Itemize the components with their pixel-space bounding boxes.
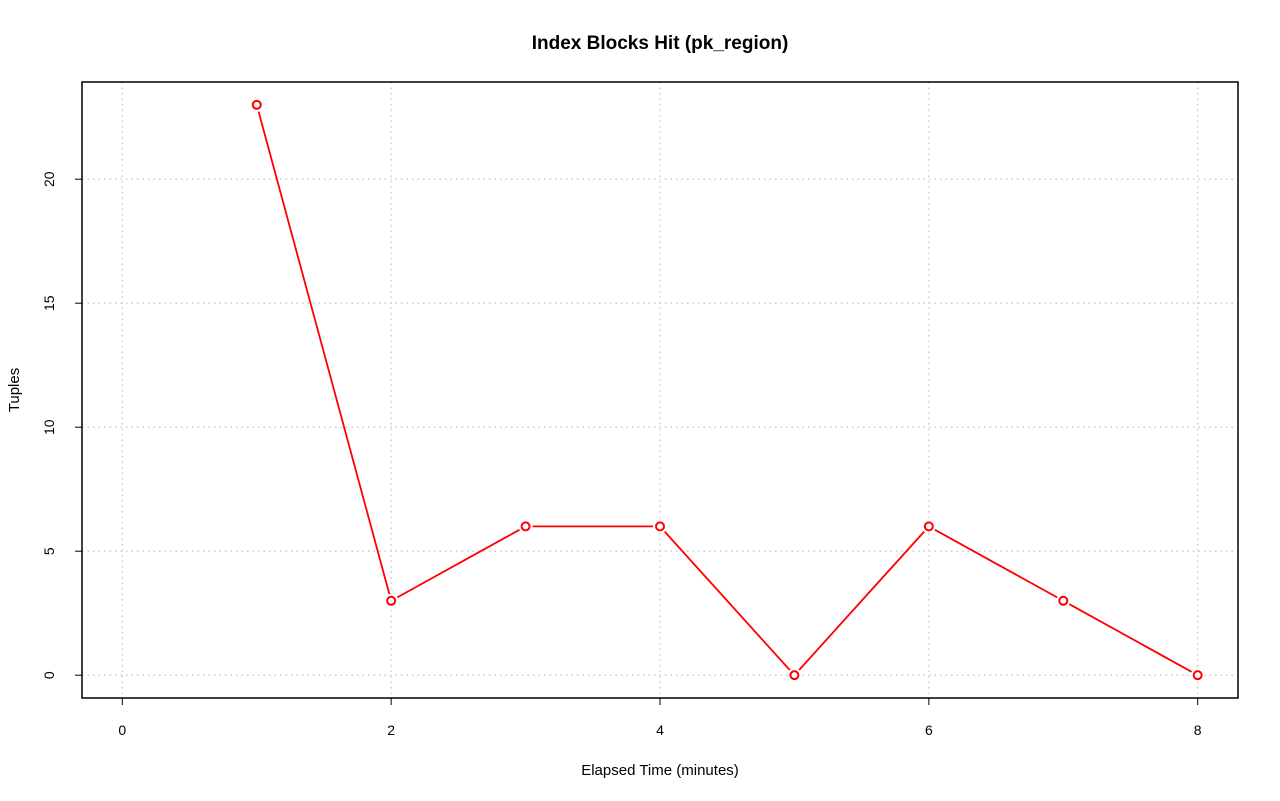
data-point <box>923 521 934 532</box>
data-point <box>655 521 665 532</box>
grid <box>82 82 1238 698</box>
y-tick-label: 10 <box>41 419 57 435</box>
y-tick-label: 15 <box>41 295 57 311</box>
y-tick-label: 5 <box>41 547 57 555</box>
data-point <box>251 99 262 110</box>
data-point <box>1058 595 1069 606</box>
data-point <box>1192 670 1203 681</box>
x-tick-label: 6 <box>925 722 933 738</box>
x-tick-label: 0 <box>118 722 126 738</box>
x-axis: 0 2 4 6 8 <box>118 698 1202 738</box>
x-axis-label: Elapsed Time (minutes) <box>581 762 739 779</box>
y-axis-label: Tuples <box>6 368 23 412</box>
x-tick-label: 8 <box>1194 722 1202 738</box>
series-line-segment <box>798 530 925 671</box>
data-point <box>520 521 531 532</box>
series-line-segment <box>396 528 520 599</box>
data-point <box>789 670 800 681</box>
series-line-segment <box>934 528 1058 599</box>
y-tick-label: 0 <box>41 671 57 679</box>
series-line-segment <box>664 530 791 671</box>
data-point <box>386 595 397 606</box>
x-tick-label: 2 <box>387 722 395 738</box>
x-tick-label: 4 <box>656 722 664 738</box>
y-axis: 0 5 10 15 20 <box>41 171 82 679</box>
series-line-segment <box>257 111 391 595</box>
series-layer <box>251 99 1203 681</box>
series-line-segment <box>1068 603 1192 673</box>
y-tick-label: 20 <box>41 171 57 187</box>
chart-title: Index Blocks Hit (pk_region) <box>532 33 789 54</box>
